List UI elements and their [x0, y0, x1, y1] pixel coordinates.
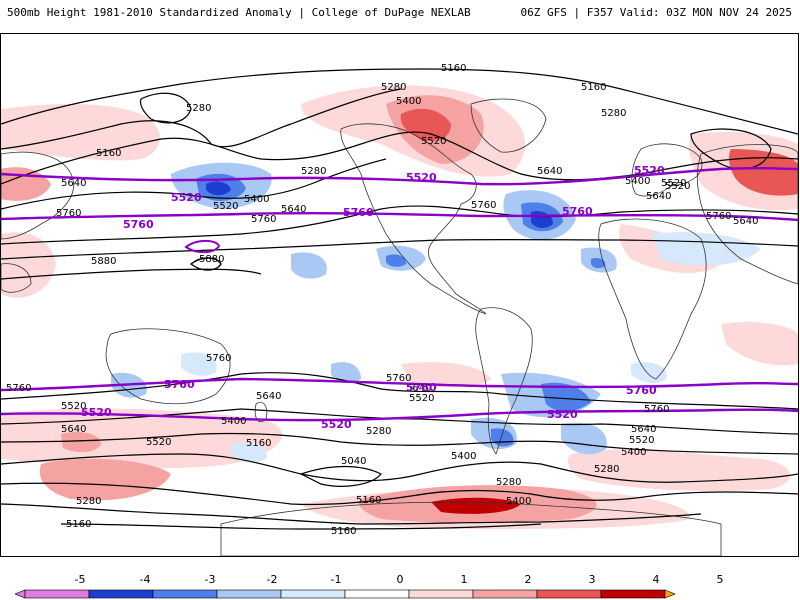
colorbar-segment: [408, 589, 474, 599]
svg-text:5520: 5520: [629, 435, 654, 446]
svg-text:5640: 5640: [281, 204, 306, 215]
colorbar-segment: [536, 589, 602, 599]
colorbar-tick: 1: [460, 573, 468, 586]
colorbar-segment: [24, 589, 90, 599]
colorbar-tick: -4: [139, 573, 151, 586]
svg-text:5520: 5520: [634, 164, 665, 177]
svg-text:5040: 5040: [341, 456, 366, 467]
svg-text:5520: 5520: [213, 201, 238, 212]
colorbar-segment: [344, 589, 410, 599]
svg-text:5760: 5760: [164, 378, 195, 391]
svg-text:5640: 5640: [537, 166, 562, 177]
svg-text:5760: 5760: [123, 218, 154, 231]
svg-text:5280: 5280: [186, 103, 211, 114]
climatology-labels: 5520 5520 5520 5760 5760 5760 5760 5760 …: [81, 164, 665, 431]
svg-text:5640: 5640: [646, 191, 671, 202]
colorbar-segment: [600, 589, 666, 599]
svg-text:5160: 5160: [246, 438, 271, 449]
colorbar-segment: [216, 589, 282, 599]
svg-text:5160: 5160: [331, 526, 356, 537]
svg-text:5400: 5400: [221, 416, 246, 427]
svg-text:5520: 5520: [409, 393, 434, 404]
height-contours: [1, 68, 798, 530]
svg-text:5760: 5760: [706, 211, 731, 222]
svg-text:5880: 5880: [91, 256, 116, 267]
svg-text:5280: 5280: [366, 426, 391, 437]
svg-text:5760: 5760: [471, 200, 496, 211]
svg-text:5520: 5520: [146, 437, 171, 448]
svg-text:5520: 5520: [665, 181, 690, 192]
svg-text:5760: 5760: [562, 205, 593, 218]
colorbar-tick: -1: [330, 573, 342, 586]
anomaly-colorbar: [15, 589, 676, 599]
svg-text:5640: 5640: [256, 391, 281, 402]
climatology-contours: [1, 166, 798, 422]
svg-text:5520: 5520: [61, 401, 86, 412]
svg-text:5400: 5400: [451, 451, 476, 462]
svg-text:5640: 5640: [733, 216, 758, 227]
colorbar-segment: [88, 589, 154, 599]
svg-text:5160: 5160: [441, 63, 466, 74]
svg-text:5760: 5760: [56, 208, 81, 219]
svg-text:5760: 5760: [644, 404, 669, 415]
svg-text:5520: 5520: [81, 406, 112, 419]
svg-text:5760: 5760: [343, 206, 374, 219]
svg-text:5280: 5280: [496, 477, 521, 488]
svg-text:5280: 5280: [76, 496, 101, 507]
svg-text:5760: 5760: [626, 384, 657, 397]
svg-text:5160: 5160: [356, 495, 381, 506]
colorbar-segment: [152, 589, 218, 599]
svg-text:5280: 5280: [601, 108, 626, 119]
colorbar-tick: -2: [266, 573, 278, 586]
colorbar-tick: 3: [588, 573, 596, 586]
map-title: 500mb Height 1981-2010 Standardized Anom…: [7, 6, 471, 19]
svg-text:5280: 5280: [594, 464, 619, 475]
svg-text:5520: 5520: [661, 178, 686, 189]
svg-text:5160: 5160: [66, 519, 91, 530]
svg-text:5280: 5280: [301, 166, 326, 177]
svg-text:5280: 5280: [381, 82, 406, 93]
svg-text:5760: 5760: [386, 373, 411, 384]
svg-text:5880: 5880: [199, 254, 224, 265]
svg-text:5400: 5400: [506, 496, 531, 507]
svg-text:5400: 5400: [396, 96, 421, 107]
svg-text:5760: 5760: [6, 383, 31, 394]
colorbar-tick: 4: [652, 573, 660, 586]
colorbar-tick: 0: [396, 573, 404, 586]
svg-text:5400: 5400: [625, 176, 650, 187]
svg-text:5520: 5520: [171, 191, 202, 204]
svg-text:5640: 5640: [61, 178, 86, 189]
colorbar-tick: -3: [204, 573, 216, 586]
contour-labels: 5160 5160 5280 5280 5400 5520 5160 5640 …: [6, 63, 758, 537]
colorbar-tick: -5: [74, 573, 86, 586]
svg-text:5160: 5160: [581, 82, 606, 93]
anomaly-map: 5160 5160 5280 5280 5400 5520 5160 5640 …: [0, 33, 799, 557]
colorbar-segment: [472, 589, 538, 599]
svg-text:5640: 5640: [61, 424, 86, 435]
svg-text:5520: 5520: [321, 418, 352, 431]
model-run-info: 06Z GFS | F357 Valid: 03Z MON NOV 24 202…: [520, 6, 792, 19]
svg-text:5400: 5400: [621, 447, 646, 458]
colorbar-segment: [280, 589, 346, 599]
svg-text:5760: 5760: [406, 381, 437, 394]
coastlines: [1, 98, 798, 556]
svg-text:5400: 5400: [244, 194, 269, 205]
colorbar-arrow-left: [15, 589, 26, 599]
svg-text:5520: 5520: [406, 171, 437, 184]
svg-text:5760: 5760: [251, 214, 276, 225]
svg-text:5520: 5520: [547, 408, 578, 421]
svg-text:5520: 5520: [421, 136, 446, 147]
colorbar-tick: 5: [716, 573, 724, 586]
svg-text:5640: 5640: [406, 383, 431, 394]
svg-text:5160: 5160: [96, 148, 121, 159]
map-canvas: 5160 5160 5280 5280 5400 5520 5160 5640 …: [1, 63, 798, 556]
colorbar-arrow-right: [664, 589, 676, 599]
colorbar-tick: 2: [524, 573, 532, 586]
svg-text:5640: 5640: [631, 424, 656, 435]
svg-text:5760: 5760: [206, 353, 231, 364]
